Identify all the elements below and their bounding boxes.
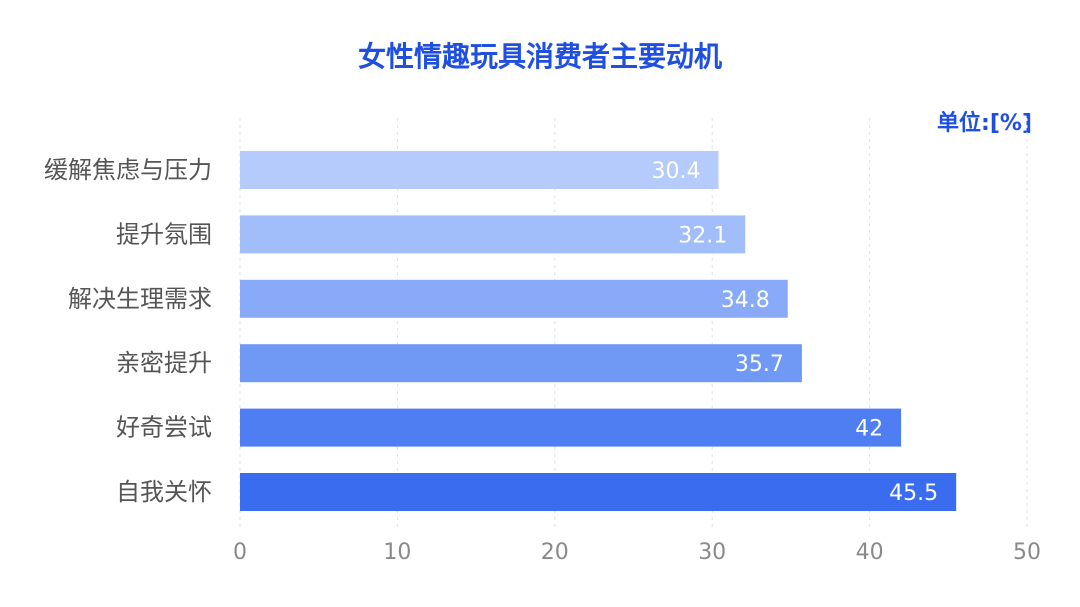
bar: [240, 151, 719, 189]
value-labels: 30.4 32.1 34.8 35.7 42 45.5: [652, 159, 939, 506]
value-label: 45.5: [889, 481, 938, 506]
category-label: 解决生理需求: [68, 285, 212, 313]
category-label: 好奇尝试: [116, 414, 212, 442]
value-label: 35.7: [735, 352, 784, 377]
category-label: 缓解焦虑与压力: [44, 156, 212, 184]
x-axis-tick-labels: 0 10 20 30 40 50: [233, 540, 1041, 565]
bar: [240, 473, 957, 511]
category-label: 亲密提升: [116, 349, 212, 377]
value-label: 42: [855, 417, 883, 442]
x-tick-label: 30: [698, 540, 726, 565]
x-tick-label: 0: [233, 540, 247, 565]
x-tick-label: 20: [541, 540, 569, 565]
x-tick-label: 50: [1013, 540, 1041, 565]
bar: [240, 215, 746, 254]
bars: [240, 151, 957, 511]
x-tick-label: 40: [856, 540, 884, 565]
grid-lines: [239, 118, 1028, 530]
value-label: 32.1: [678, 223, 727, 248]
value-label: 30.4: [652, 159, 701, 184]
unit-label: 单位:[%]: [937, 110, 1032, 136]
category-label: 提升氛围: [116, 220, 212, 248]
value-label: 34.8: [721, 288, 770, 313]
chart-title: 女性情趣玩具消费者主要动机: [358, 40, 722, 73]
bar: [240, 279, 788, 318]
bar: [240, 344, 802, 383]
bar: [240, 408, 902, 447]
category-label: 自我关怀: [116, 478, 212, 506]
x-tick-label: 10: [383, 540, 411, 565]
